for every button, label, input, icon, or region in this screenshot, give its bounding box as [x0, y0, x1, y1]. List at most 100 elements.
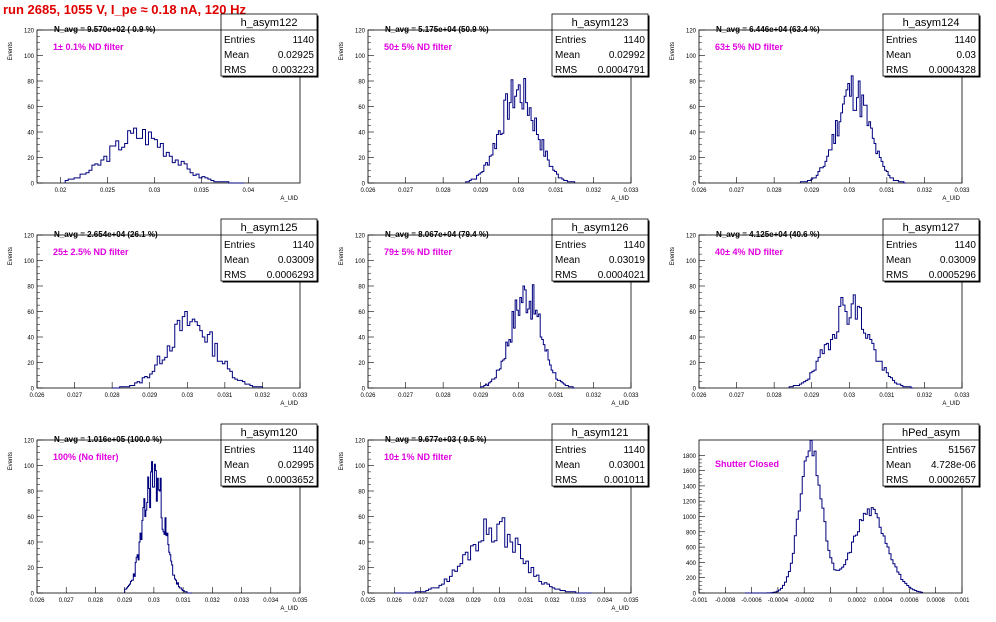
y-axis-label: Events [8, 452, 14, 470]
x-tick-label: 0.033 [623, 188, 639, 194]
histogram-line [480, 284, 575, 389]
navg-label: N_avg = 6.446e+04 (63.4 %) [716, 25, 820, 34]
histogram-bin [821, 168, 823, 183]
x-tick-label: -0.0004 [768, 598, 789, 604]
x-tick-label: 0.031 [879, 188, 895, 194]
histogram-bin [854, 536, 856, 593]
navg-label: N_avg = 2.654e+04 (26.1 %) [54, 230, 158, 239]
x-axis-label: A_UID [280, 606, 298, 612]
histogram-line [788, 294, 914, 389]
histogram-line [745, 439, 924, 594]
histogram-bin [878, 361, 880, 388]
histogram-bin [857, 532, 859, 593]
histogram-bin [179, 588, 180, 593]
histogram-bin [840, 569, 842, 593]
filter-annotation: 40± 4% ND filter [715, 247, 783, 257]
histogram-bin [837, 332, 839, 388]
histogram-bin [869, 516, 871, 593]
x-tick-label: -0.0002 [794, 598, 815, 604]
histogram-bin [855, 319, 857, 388]
histogram-bin [518, 315, 520, 388]
y-tick-label: 0 [362, 182, 366, 188]
x-tick-label: 0.027 [398, 188, 414, 194]
histogram-bin [166, 152, 169, 183]
x-tick-label: 0.031 [217, 393, 233, 399]
histogram-bin [145, 517, 146, 594]
histogram-bin [545, 351, 547, 388]
histogram-bin [540, 337, 542, 388]
histogram-bin [197, 326, 200, 388]
x-tick-label: 0.028 [88, 598, 104, 604]
histogram-bin [447, 582, 450, 593]
stats-label-entries: Entries [555, 35, 586, 46]
histogram-bin [846, 90, 848, 183]
x-tick-label: -0.0006 [741, 598, 762, 604]
histogram-bin [842, 567, 844, 593]
histogram-bin [870, 340, 872, 388]
histogram-line [465, 77, 576, 183]
histogram-bin [486, 534, 489, 593]
y-tick-label: 120 [24, 29, 35, 35]
histogram-bin [237, 380, 240, 388]
stats-box [551, 13, 649, 77]
stats-value-mean: 0.03019 [609, 255, 646, 266]
navg-label: N_avg = 4.125e+04 (40.6 %) [716, 230, 820, 239]
y-tick-label: 80 [358, 490, 365, 496]
x-tick-label: 0.03 [148, 598, 160, 604]
histogram-bin [528, 573, 531, 593]
histogram-bin [98, 165, 101, 183]
x-tick-label: 0.026 [29, 393, 45, 399]
filter-annotation: Shutter Closed [715, 459, 779, 469]
y-tick-label: 1000 [683, 515, 697, 521]
histogram-bin [468, 560, 471, 593]
y-tick-label: 40 [358, 336, 365, 342]
x-tick-label: 0.026 [29, 598, 45, 604]
x-tick-label: 0.028 [439, 598, 455, 604]
histogram-bin [798, 511, 800, 593]
histogram-bin [812, 456, 814, 593]
x-tick-label: 0.032 [205, 598, 221, 604]
histogram-bin [205, 342, 208, 388]
histogram-bin [434, 588, 437, 593]
stats-label-mean: Mean [224, 460, 249, 471]
histogram-bin [871, 508, 873, 593]
histogram-name: h_asym120 [241, 427, 298, 439]
x-axis-label: A_UID [611, 606, 629, 612]
histogram-bin [865, 514, 867, 593]
y-tick-label: 0 [362, 387, 366, 393]
histogram-bin [77, 178, 80, 183]
y-tick-label: 800 [686, 530, 697, 536]
histogram-bin [891, 560, 893, 593]
histogram-bin [808, 451, 810, 593]
histogram-bin [513, 552, 516, 593]
stats-value-entries: 1140 [954, 240, 976, 251]
stats-value-rms: 0.001011 [604, 475, 645, 486]
histogram-bin [137, 138, 140, 183]
histogram-bin [558, 178, 560, 183]
histogram-bin [245, 384, 248, 388]
stats-label-mean: Mean [886, 255, 911, 266]
histogram-bin [536, 310, 538, 388]
histogram-bin [153, 487, 154, 593]
stats-box [882, 423, 980, 487]
histogram-bin [173, 575, 174, 593]
x-tick-label: 0.03 [512, 188, 524, 194]
y-tick-label: 80 [27, 490, 34, 496]
histogram-bin [180, 331, 183, 388]
histogram-panel-h_asym121: 0 20 40 60 80 100 120 0.025 0.026 0.027 0.028 0.029… [339, 423, 650, 612]
histogram-bin [806, 457, 808, 593]
histogram-bin [200, 331, 203, 388]
x-tick-label: 0.032 [917, 188, 933, 194]
y-tick-label: 60 [358, 105, 365, 111]
y-tick-label: 20 [689, 361, 696, 367]
stats-label-rms: RMS [886, 270, 909, 281]
histogram-bin [486, 163, 488, 183]
y-tick-label: 40 [358, 541, 365, 547]
histogram-bin [553, 373, 555, 388]
histogram-bin [890, 178, 892, 183]
histogram-bin [481, 541, 484, 593]
histogram-bin [814, 370, 816, 388]
histogram-bin [863, 513, 865, 593]
y-tick-label: 0 [693, 387, 697, 393]
